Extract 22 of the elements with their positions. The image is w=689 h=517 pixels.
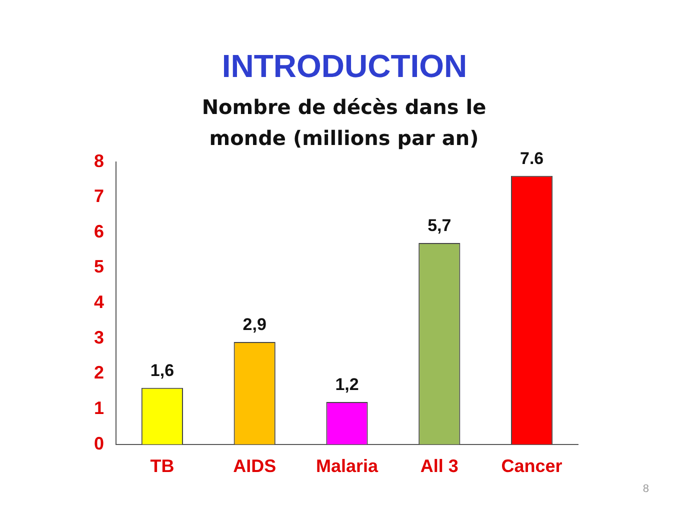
x-tick-label: TB	[150, 456, 174, 476]
x-tick-label: Malaria	[316, 456, 380, 476]
y-tick-label: 4	[94, 292, 104, 312]
chart-title: INTRODUCTION	[220, 48, 468, 85]
data-label: 2,9	[242, 315, 266, 334]
y-tick-label: 6	[94, 221, 104, 242]
y-tick-label: 2	[94, 362, 104, 383]
y-tick-label: 3	[94, 327, 104, 348]
data-label: 1,2	[335, 375, 359, 394]
y-tick-label: 7	[94, 186, 104, 206]
x-tick-label: Cancer	[501, 456, 562, 476]
y-tick-label: 5	[94, 256, 104, 277]
data-label: 5,7	[428, 216, 452, 236]
y-tick-label: 0	[94, 433, 104, 454]
x-tick-label: AIDS	[233, 456, 276, 476]
text: 8	[642, 483, 649, 495]
data-label: 1,6	[150, 361, 174, 380]
y-tick-label: 8	[94, 150, 104, 171]
data-label: 7.6	[520, 149, 544, 168]
chart-subtitle: Nombre de décès dans le monde (millions par an)	[200, 94, 488, 152]
x-tick-label: All 3	[420, 456, 458, 476]
y-tick-label: 1	[94, 398, 104, 418]
